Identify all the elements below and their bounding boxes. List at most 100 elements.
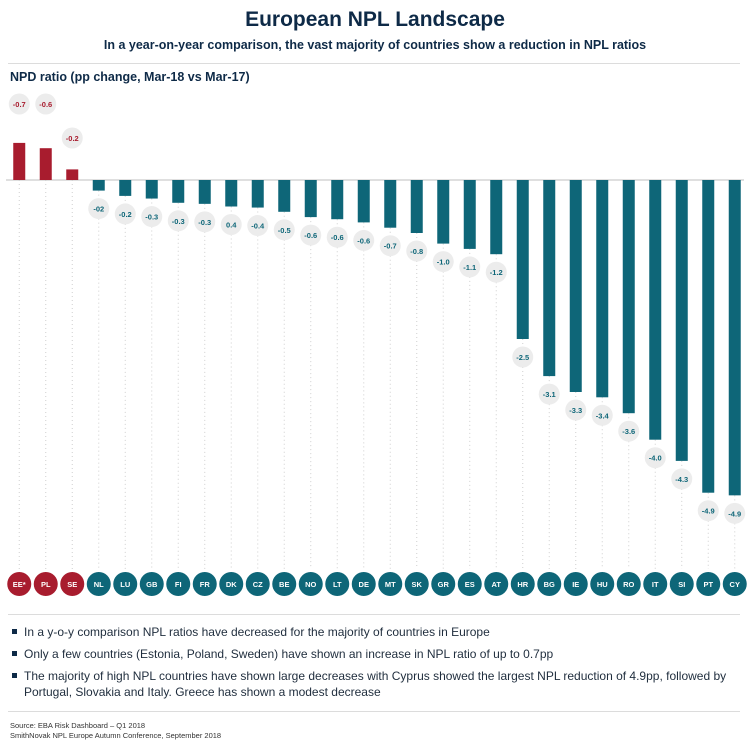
bullet-item: In a y-o-y comparison NPL ratios have de… xyxy=(12,624,732,640)
bullet-text: In a y-o-y comparison NPL ratios have de… xyxy=(24,625,490,639)
category-circle xyxy=(139,572,164,596)
category-circle xyxy=(298,572,323,596)
data-label-bubble xyxy=(273,219,295,241)
data-label-bubble xyxy=(35,93,57,115)
x-tick-label: FR xyxy=(200,580,211,589)
data-label-bubble xyxy=(8,93,30,115)
bar xyxy=(119,180,132,196)
data-label: -4.3 xyxy=(675,475,688,484)
bar xyxy=(569,180,582,392)
bar xyxy=(251,180,264,208)
data-label: -4.0 xyxy=(649,454,662,463)
data-label-bubble xyxy=(512,346,534,368)
data-label-bubble xyxy=(406,240,428,262)
data-label-bubble xyxy=(220,214,242,235)
category-circle xyxy=(404,572,429,596)
bar xyxy=(622,180,635,414)
bar xyxy=(39,148,52,180)
divider xyxy=(8,711,740,712)
bar xyxy=(357,180,370,223)
category-circle xyxy=(86,572,111,596)
data-label: -0.6 xyxy=(331,233,344,242)
x-tick-label: NO xyxy=(305,580,316,589)
category-circle xyxy=(219,572,244,596)
bar xyxy=(172,180,185,203)
source-line: Source: EBA Risk Dashboard – Q1 2018 xyxy=(10,721,146,730)
data-label: -3.1 xyxy=(543,390,556,399)
category-circle xyxy=(33,572,58,596)
category-circle xyxy=(616,572,641,596)
bar xyxy=(490,180,503,255)
bullet-item: Only a few countries (Estonia, Poland, S… xyxy=(12,646,732,662)
bar xyxy=(304,180,317,218)
data-label-bubble xyxy=(432,251,454,273)
data-label-bubble xyxy=(88,198,110,220)
bar xyxy=(437,180,450,244)
category-circle xyxy=(60,572,85,596)
x-tick-label: CZ xyxy=(253,580,263,589)
category-circle xyxy=(484,572,509,596)
x-tick-label: RO xyxy=(623,580,634,589)
data-label-bubble xyxy=(724,502,746,524)
data-label: -0.6 xyxy=(357,236,370,245)
data-label: -3.3 xyxy=(569,406,582,415)
data-label-bubble xyxy=(141,206,163,228)
bullet-text: Only a few countries (Estonia, Poland, S… xyxy=(24,647,554,661)
bullet-item: The majority of high NPL countries have … xyxy=(12,668,732,700)
category-circle xyxy=(510,572,535,596)
bar xyxy=(702,180,715,493)
category-circle xyxy=(325,572,350,596)
x-tick-label: BG xyxy=(544,580,555,589)
source-note: Source: EBA Risk Dashboard – Q1 2018 Smi… xyxy=(10,721,221,741)
bullet-square-icon xyxy=(12,651,17,656)
data-label-bubble xyxy=(353,229,375,251)
data-label: -0.5 xyxy=(278,226,291,235)
x-tick-label: PL xyxy=(41,580,51,589)
bullet-list: In a y-o-y comparison NPL ratios have de… xyxy=(12,624,732,706)
data-label: 0.4 xyxy=(226,221,237,230)
bar xyxy=(66,169,79,180)
x-tick-label: ES xyxy=(465,580,475,589)
x-tick-label: SK xyxy=(412,580,423,589)
data-label: -3.6 xyxy=(622,427,635,436)
data-label: -0.4 xyxy=(251,222,265,231)
bar xyxy=(92,180,105,191)
bullet-square-icon xyxy=(12,629,17,634)
x-tick-label: AT xyxy=(492,580,502,589)
x-tick-label: HR xyxy=(517,580,528,589)
data-label: -02 xyxy=(93,205,104,214)
data-label-bubble xyxy=(167,210,189,232)
data-label: -0.2 xyxy=(119,210,132,219)
category-circle xyxy=(351,572,376,596)
npl-bar-chart: -0.7 EE* -0.6 PL -0.2 SE -02 NL -0.2 LU -0.3 GB -0.3… xyxy=(6,93,747,596)
data-label-bubble xyxy=(114,203,136,225)
data-label: -1.2 xyxy=(490,268,503,277)
page-title: European NPL Landscape xyxy=(245,8,505,31)
x-tick-label: BE xyxy=(279,580,289,589)
data-label: -1.1 xyxy=(463,263,476,272)
data-label-bubble xyxy=(671,468,693,490)
data-label-bubble xyxy=(247,215,269,237)
category-circle xyxy=(537,572,562,596)
data-label: -2.5 xyxy=(516,353,529,362)
divider xyxy=(8,63,740,64)
x-tick-label: PT xyxy=(703,580,713,589)
bar xyxy=(543,180,556,377)
category-circle xyxy=(563,572,588,596)
x-tick-label: DE xyxy=(359,580,369,589)
bar xyxy=(410,180,423,233)
x-tick-label: HU xyxy=(597,580,608,589)
category-circle xyxy=(457,572,482,596)
y-axis-label: NPD ratio (pp change, Mar-18 vs Mar-17) xyxy=(10,70,250,84)
data-label-bubble xyxy=(618,420,640,442)
x-tick-label: CY xyxy=(730,580,740,589)
data-label: -3.4 xyxy=(596,411,610,420)
data-label: -1.0 xyxy=(437,258,450,267)
category-circle xyxy=(7,572,32,596)
category-circle xyxy=(272,572,297,596)
bar xyxy=(145,180,158,199)
data-label: -0.3 xyxy=(172,217,185,226)
divider xyxy=(8,614,740,615)
x-tick-label: GB xyxy=(146,580,158,589)
bar xyxy=(675,180,688,461)
